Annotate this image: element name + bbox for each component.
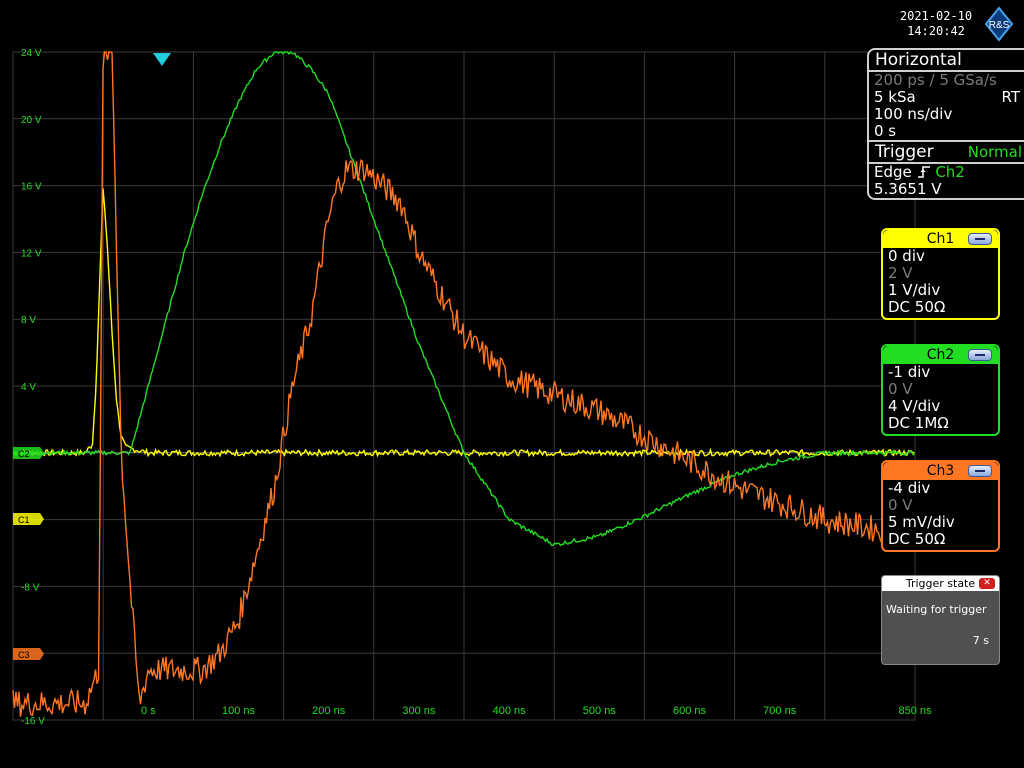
x-axis-labels: 0 s 100 ns 200 ns 300 ns 400 ns 500 ns 600 ns 7…	[141, 705, 932, 717]
horizontal-record-length: 5 kSa	[874, 88, 916, 106]
horizontal-resolution: 200 ps / 5 GSa/s	[874, 71, 997, 89]
ch3-marker-label: C3	[18, 650, 30, 660]
traces	[12, 50, 916, 717]
trigger-state-dialog[interactable]: Trigger state ✕ Waiting for trigger 7 s	[881, 575, 1000, 665]
x-tick-label: 300 ns	[402, 705, 436, 717]
ch2-value: 0 V	[888, 380, 913, 398]
ch2-panel[interactable]: Ch2 -1 div 0 V 4 V/div DC 1MΩ	[881, 344, 1000, 436]
trigger-mode: Normal	[967, 143, 1022, 161]
rs-logo-icon: R&S	[984, 6, 1014, 42]
x-tick-label: 100 ns	[222, 705, 256, 717]
y-tick-label: -16 V	[21, 716, 45, 727]
ch3-minimize-button[interactable]	[968, 465, 992, 477]
ch3-coupling: DC 50Ω	[888, 530, 946, 548]
ch3-panel[interactable]: Ch3 -4 div 0 V 5 mV/div DC 50Ω	[881, 460, 1000, 552]
datetime-display: 2021-02-10 14:20:42	[888, 9, 984, 39]
date-label: 2021-02-10	[899, 9, 973, 23]
y-tick-label: 20 V	[21, 115, 42, 126]
ch1-minimize-button[interactable]	[968, 233, 992, 245]
ch1-coupling: DC 50Ω	[888, 298, 946, 316]
ch1-title: Ch1	[926, 231, 955, 247]
trigger-title: Trigger	[875, 142, 934, 162]
trigger-state-title: Trigger state	[905, 577, 976, 590]
horizontal-time-scale: 100 ns/div	[874, 105, 953, 123]
y-tick-label: -8 V	[21, 582, 40, 593]
trace-ch3	[12, 51, 916, 717]
y-tick-label: 4 V	[21, 382, 36, 393]
trigger-position-marker[interactable]	[153, 53, 171, 66]
ch2-minimize-button[interactable]	[968, 349, 992, 361]
x-tick-label: 200 ns	[312, 705, 346, 717]
trigger-source: Ch2	[935, 163, 965, 181]
ch2-coupling: DC 1MΩ	[888, 414, 949, 432]
ch2-scale: 4 V/div	[888, 397, 941, 415]
horizontal-position: 0 s	[874, 122, 897, 140]
horizontal-title: Horizontal	[875, 50, 962, 70]
ch1-offset: 0 div	[888, 247, 925, 265]
ch2-ground-marker[interactable]: C2	[13, 447, 44, 459]
y-tick-label: 16 V	[21, 182, 42, 193]
y-axis-labels: 24 V 20 V 16 V 12 V 8 V 4 V -8 V -16 V	[21, 48, 45, 727]
ch3-ground-marker[interactable]: C3	[13, 648, 44, 660]
close-icon[interactable]: ✕	[979, 578, 995, 589]
ch2-title: Ch2	[926, 347, 955, 363]
x-tick-label: 600 ns	[673, 705, 707, 717]
horizontal-mode: RT	[1001, 88, 1021, 106]
ch2-marker-label: C2	[18, 449, 30, 459]
ch3-title: Ch3	[926, 463, 955, 479]
trace-ch2	[12, 50, 915, 547]
y-tick-label: 8 V	[21, 315, 36, 326]
logo-text: R&S	[989, 20, 1010, 31]
horizontal-panel[interactable]: Horizontal 200 ps / 5 GSa/s 5 kSa RT 100…	[867, 48, 1024, 200]
ch3-offset: -4 div	[888, 479, 931, 497]
ch1-ground-marker[interactable]: C1	[13, 513, 44, 525]
ch3-value: 0 V	[888, 496, 913, 514]
ch1-marker-label: C1	[18, 515, 30, 525]
ch1-panel[interactable]: Ch1 0 div 2 V 1 V/div DC 50Ω	[881, 228, 1000, 320]
y-tick-label: 12 V	[21, 248, 42, 259]
y-tick-label: 24 V	[21, 48, 42, 59]
x-tick-label: 500 ns	[583, 705, 617, 717]
trigger-state-message: Waiting for trigger	[886, 603, 987, 616]
x-tick-label: 0 s	[141, 705, 156, 717]
ch2-offset: -1 div	[888, 363, 931, 381]
time-label: 14:20:42	[907, 24, 965, 38]
ch1-value: 2 V	[888, 264, 913, 282]
trigger-type: Edge	[874, 163, 912, 181]
ch3-scale: 5 mV/div	[888, 513, 955, 531]
ch1-scale: 1 V/div	[888, 281, 941, 299]
x-tick-label: 850 ns	[898, 705, 932, 717]
top-status-bar: 2021-02-10 14:20:42 R&S	[0, 0, 1024, 48]
rising-edge-icon	[917, 166, 930, 178]
waveform-display[interactable]: 24 V20 V16 V12 V8 V4 V-8 V-16 V 0 s 100 n…	[0, 48, 1024, 768]
x-tick-label: 700 ns	[763, 705, 797, 717]
trigger-level: 5.3651 V	[874, 180, 942, 198]
trigger-state-time: 7 s	[972, 634, 989, 647]
x-tick-label: 400 ns	[493, 705, 527, 717]
